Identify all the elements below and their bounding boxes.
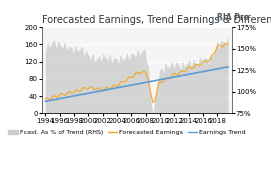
Legend: Fcast. As % of Trend (RHS), Forecasted Earnings, Earnings Trend: Fcast. As % of Trend (RHS), Forecasted E… bbox=[6, 128, 249, 138]
Text: Forecasted Earnings, Trend Earnings & Difference: Forecasted Earnings, Trend Earnings & Di… bbox=[42, 15, 271, 25]
Text: 🛡: 🛡 bbox=[217, 13, 221, 20]
Text: RIA Pro: RIA Pro bbox=[217, 13, 249, 22]
